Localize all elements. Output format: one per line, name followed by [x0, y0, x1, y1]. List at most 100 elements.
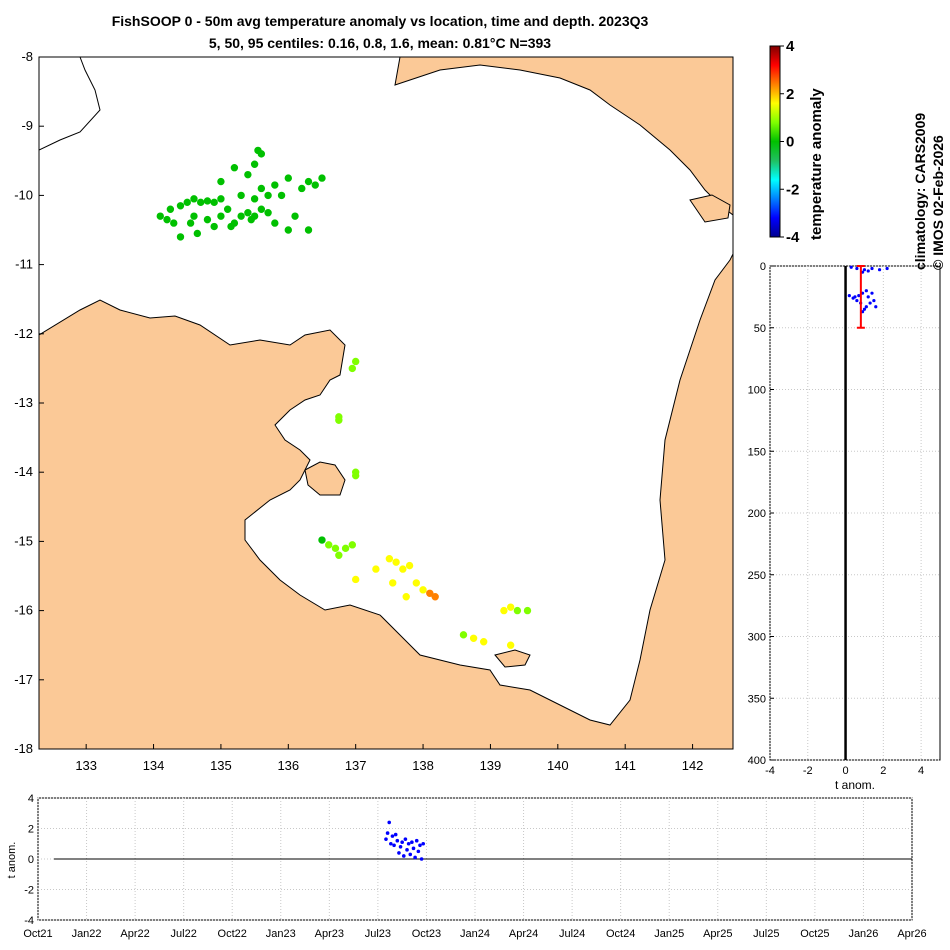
- map-data-point: [227, 222, 235, 231]
- map-data-point: [166, 205, 175, 213]
- profile-data-point: [866, 295, 870, 299]
- profile-x-tick-label: -4: [765, 765, 775, 777]
- map-x-tick-label: 142: [682, 758, 704, 773]
- depth-profile-panel: -4 -2 0 2 4 0 50 100 150 200 250 300 350 400 t anom.: [748, 261, 941, 792]
- map-data-point: [250, 195, 259, 203]
- map-data-point: [237, 212, 245, 220]
- map-y-tick-label: -16: [14, 603, 33, 618]
- time-y-axis: 4 2 0 -2 -4: [24, 793, 34, 927]
- map-data-point: [459, 631, 468, 639]
- time-y-tick-label: -2: [24, 885, 34, 897]
- profile-data-point: [853, 295, 857, 299]
- map-data-point: [304, 177, 313, 186]
- profile-y-tick-label: 100: [748, 385, 766, 397]
- time-x-tick-label: Oct21: [23, 928, 52, 940]
- colorbar: 4 2 0 -2 -4: [769, 38, 800, 246]
- map-data-point: [244, 170, 252, 179]
- profile-y-tick-label: 200: [748, 508, 766, 520]
- map-x-tick-label: 133: [75, 758, 97, 773]
- profile-data-point: [862, 307, 867, 311]
- profile-data-point: [866, 269, 870, 273]
- copyright-credit: © IMOS 02-Feb-2026: [930, 135, 946, 270]
- map-data-point: [250, 160, 259, 168]
- map-panel: 133 134 135 136 137 138 139 140 141 142 -8 -9 -10 -1…: [14, 49, 734, 773]
- map-x-tick-label: 134: [143, 758, 165, 773]
- time-data-point: [411, 846, 416, 851]
- map-data-point: [170, 219, 178, 227]
- profile-data-point: [862, 268, 867, 272]
- map-x-tick-label: 141: [614, 758, 636, 773]
- map-data-point: [193, 229, 202, 238]
- time-x-tick-label: Oct23: [412, 928, 441, 940]
- profile-x-tick-label: 2: [880, 765, 886, 777]
- profile-y-axis: 0 50 100 150 200 250 300 350 400: [748, 261, 774, 767]
- colorbar-tick-label: -4: [786, 229, 800, 246]
- time-data-point: [403, 837, 408, 841]
- map-data-point: [341, 544, 350, 553]
- colorbar-label: temperature anomaly: [808, 88, 825, 240]
- map-data-point: [257, 184, 266, 193]
- map-y-tick-label: -17: [14, 672, 33, 687]
- time-x-tick-label: Jul24: [559, 928, 585, 940]
- map-y-tick-label: -14: [14, 464, 33, 479]
- profile-data-point: [877, 268, 882, 272]
- map-y-tick-label: -8: [21, 49, 33, 64]
- map-data-point: [230, 164, 239, 172]
- profile-y-tick-label: 350: [748, 693, 766, 705]
- map-data-point: [203, 215, 212, 224]
- map-data-point: [190, 195, 198, 203]
- profile-data-point: [864, 289, 868, 293]
- map-data-point: [426, 589, 434, 597]
- time-data-point: [401, 854, 406, 858]
- map-y-tick-label: -15: [14, 533, 33, 548]
- map-data-point: [500, 606, 508, 615]
- profile-data-point: [874, 305, 878, 309]
- map-data-point: [412, 579, 421, 587]
- time-data-point: [387, 820, 392, 825]
- map-data-point: [156, 212, 164, 220]
- profile-data-point: [849, 265, 853, 269]
- chart-title: FishSOOP 0 - 50m avg temperature anomaly…: [111, 13, 649, 29]
- map-y-tick-label: -10: [14, 187, 33, 202]
- map-data-point: [469, 634, 478, 642]
- time-data-point: [421, 841, 426, 846]
- map-y-tick-label: -18: [14, 741, 33, 756]
- map-data-point: [277, 191, 286, 200]
- time-y-tick-label: -4: [24, 915, 34, 927]
- map-data-point: [318, 536, 326, 544]
- map-data-point: [244, 209, 252, 217]
- profile-xlabel: t anom.: [835, 778, 875, 792]
- time-x-tick-label: Oct24: [606, 928, 635, 940]
- map-data-point: [351, 357, 360, 366]
- map-data-point: [479, 638, 488, 646]
- map-x-tick-label: 137: [345, 758, 367, 773]
- time-data-point: [385, 831, 390, 835]
- map-data-point: [405, 561, 414, 570]
- map-data-point: [304, 226, 313, 234]
- map-data-points: [156, 146, 532, 649]
- map-data-point: [348, 364, 357, 373]
- map-data-point: [372, 565, 380, 573]
- map-data-point: [351, 471, 360, 480]
- map-data-point: [392, 558, 400, 566]
- colorbar-tick-label: 4: [786, 38, 795, 55]
- time-data-points: [384, 820, 426, 861]
- map-data-point: [402, 593, 410, 601]
- profile-error-bar: [856, 265, 865, 329]
- map-data-point: [176, 202, 185, 210]
- map-data-point: [311, 181, 319, 189]
- time-data-point: [397, 851, 401, 855]
- time-y-tick-label: 2: [28, 824, 34, 836]
- map-data-point: [217, 195, 225, 203]
- map-x-tick-label: 138: [412, 758, 434, 773]
- map-data-point: [419, 586, 427, 594]
- map-data-point: [217, 177, 225, 186]
- land-wellesley-isles: [689, 194, 731, 223]
- map-data-point: [203, 197, 212, 205]
- map-data-point: [186, 219, 195, 227]
- map-data-point: [257, 205, 266, 213]
- map-data-point: [523, 606, 532, 615]
- profile-data-point: [855, 298, 859, 303]
- profile-y-tick-label: 0: [760, 261, 766, 273]
